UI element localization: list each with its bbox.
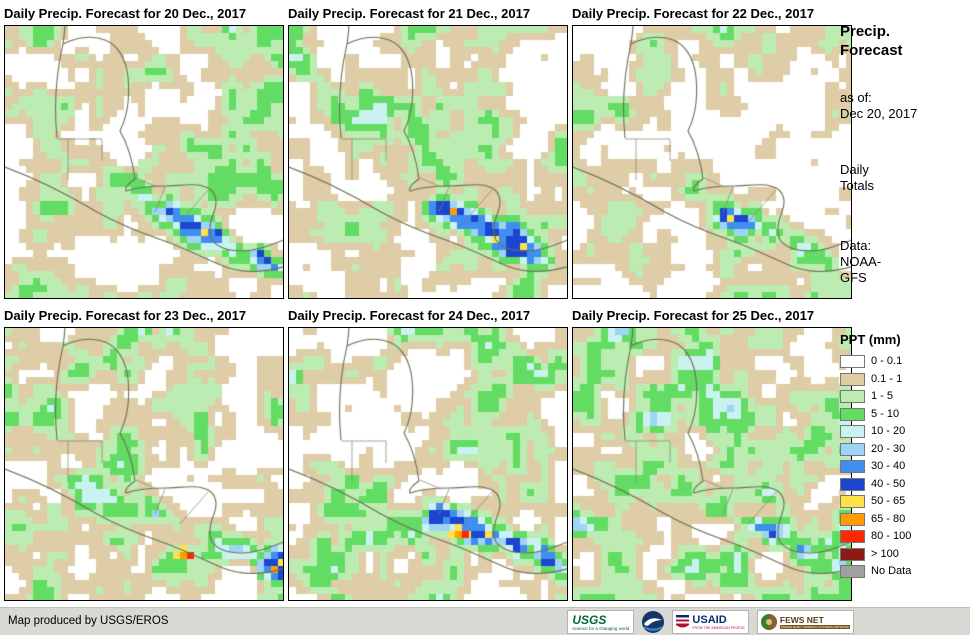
map-panel: Daily Precip. Forecast for 23 Dec., 2017 [4,306,284,601]
legend: PPT (mm) 0 - 0.1 0.1 - 1 1 - 5 5 - 10 10 - 2… [840,332,966,578]
forecast-panel-grid: Daily Precip. Forecast for 20 Dec., 2017… [4,4,852,601]
legend-row: 0 - 0.1 [840,355,966,368]
legend-swatch [840,530,865,543]
fews-net-logo: FEWS NET FAMINE EARLY WARNING SYSTEMS NE… [756,610,854,634]
map-panel: Daily Precip. Forecast for 22 Dec., 2017 [572,4,852,299]
legend-row: 80 - 100 [840,530,966,543]
map-credit: Map produced by USGS/EROS [8,615,169,627]
map-panel: Daily Precip. Forecast for 20 Dec., 2017 [4,4,284,299]
legend-row: 1 - 5 [840,390,966,403]
legend-label: 1 - 5 [871,390,894,402]
fews-net-logo-tagline: FAMINE EARLY WARNING SYSTEMS NETWORK [779,624,850,629]
precip-map-canvas [572,327,852,601]
legend-swatch [840,390,865,403]
legend-swatch [840,425,865,438]
legend-label: 80 - 100 [871,530,912,542]
totals-block: Daily Totals [840,162,874,193]
legend-row: 5 - 10 [840,407,966,421]
sidebar-title: Precip. Forecast [840,23,903,59]
footer-logos: USGS science for a changing world USAID … [567,610,854,634]
legend-row: 20 - 30 [840,442,966,456]
noaa-emblem-icon [642,611,665,633]
legend-label: No Data [871,565,912,577]
panel-title: Daily Precip. Forecast for 21 Dec., 2017 [288,6,531,21]
precip-map-canvas [288,25,568,299]
panel-title: Daily Precip. Forecast for 20 Dec., 2017 [4,6,247,21]
usaid-logo-text: USAID [692,613,727,626]
map-panel: Daily Precip. Forecast for 25 Dec., 2017 [572,306,852,601]
legend-row: > 100 [840,547,966,561]
footer-bar: Map produced by USGS/EROS USGS science f… [0,607,970,635]
legend-label: 65 - 80 [871,512,906,525]
data-source-block: Data: NOAA- GFS [840,238,882,285]
sidebar: Precip. Forecast as of: Dec 20, 2017 Dai… [840,22,966,583]
precip-map-canvas [4,327,284,601]
usgs-logo: USGS science for a changing world [567,610,635,634]
panel-title: Daily Precip. Forecast for 24 Dec., 2017 [288,308,531,323]
legend-label: 30 - 40 [871,460,906,472]
legend-swatch [840,495,865,508]
legend-swatch [840,477,865,491]
map-panel: Daily Precip. Forecast for 24 Dec., 2017 [288,306,568,601]
map-panel: Daily Precip. Forecast for 21 Dec., 2017 [288,4,568,299]
legend-label: > 100 [871,547,899,560]
fews-net-logo-text: FEWS NET [779,614,824,625]
legend-label: 20 - 30 [871,442,906,455]
legend-label: 50 - 65 [871,495,906,507]
legend-row: 50 - 65 [840,495,966,508]
usaid-logo-tagline: FROM THE AMERICAN PEOPLE [692,625,745,630]
legend-label: 10 - 20 [871,425,906,437]
as-of-block: as of: Dec 20, 2017 [840,90,918,121]
legend-row: 65 - 80 [840,512,966,526]
legend-label: 40 - 50 [871,477,906,490]
legend-swatch [840,512,865,526]
legend-swatch [840,565,865,578]
legend-swatch [840,407,865,421]
legend-title: PPT (mm) [840,332,901,347]
legend-swatch [840,442,865,456]
legend-row: 40 - 50 [840,477,966,491]
usaid-shield-icon [676,614,690,630]
legend-row: 10 - 20 [840,425,966,438]
legend-row: 30 - 40 [840,460,966,473]
legend-label: 0.1 - 1 [871,372,903,385]
precip-map-canvas [288,327,568,601]
noaa-logo [642,611,665,633]
usgs-logo-tagline: science for a changing world [572,625,630,631]
fews-net-globe-icon [760,614,777,630]
legend-swatch [840,372,865,386]
legend-swatch [840,460,865,473]
legend-row: 0.1 - 1 [840,372,966,386]
panel-title: Daily Precip. Forecast for 23 Dec., 2017 [4,308,247,323]
legend-label: 0 - 0.1 [871,355,903,367]
usgs-logo-text: USGS [572,612,607,627]
legend-rows: 0 - 0.1 0.1 - 1 1 - 5 5 - 10 10 - 20 20 - 30 3… [840,355,966,578]
legend-swatch [840,355,865,368]
legend-row: No Data [840,565,966,578]
usaid-logo: USAID FROM THE AMERICAN PEOPLE [672,610,749,634]
panel-title: Daily Precip. Forecast for 25 Dec., 2017 [572,308,815,323]
precip-map-canvas [572,25,852,299]
precip-map-canvas [4,25,284,299]
panel-title: Daily Precip. Forecast for 22 Dec., 2017 [572,6,815,21]
legend-swatch [840,547,865,561]
legend-label: 5 - 10 [871,407,900,420]
